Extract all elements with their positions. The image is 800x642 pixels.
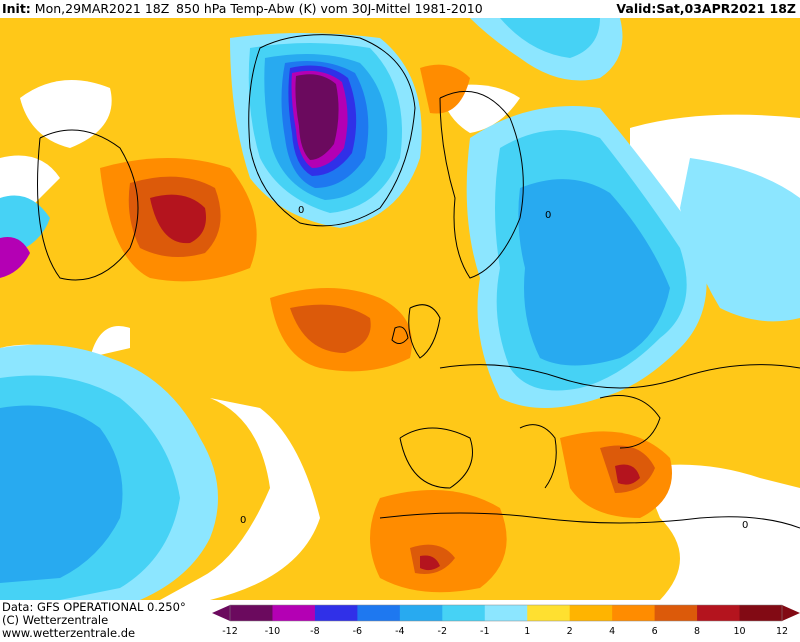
scandinavia-coast [439,90,524,279]
legend-tick-label: 4 [609,626,616,637]
valid-value: Sat,03APR2021 18Z [656,1,796,16]
valid-time: Valid:Sat,03APR2021 18Z [616,0,796,18]
temperature-anomaly-map: 0 0 0 0 [0,18,800,600]
anomaly-region-plus6-africa-west [370,490,507,593]
legend-tick-label: 12 [775,626,789,637]
europe-coast [439,364,800,389]
africa-coast [379,512,800,529]
legend-tick-label: 2 [566,626,573,637]
legend-swatch [442,605,486,621]
chart-footer: Data: GFS OPERATIONAL 0.250° (C) Wetterz… [0,600,800,642]
anomaly-region-plus8-atlantic [290,304,371,353]
legend-arrow-left [212,605,230,621]
legend-colorbar [212,604,800,622]
anomaly-region-neutral-1 [20,80,112,148]
anomaly-region-minus4-europe [518,179,670,366]
anomaly-region-neutral-6 [640,464,800,600]
legend-tick-label: -8 [310,626,320,637]
anomaly-region-plus6-north [420,64,470,114]
legend-swatch [399,605,443,621]
legend-tick-label: -2 [437,626,448,637]
anomaly-region-plus10-africa [615,464,640,485]
legend-swatch [527,605,571,621]
legend-swatch [654,605,698,621]
legend-tick-label: 10 [733,626,746,637]
legend-tick-label: 6 [651,626,658,637]
chart-header: Init: Mon,29MAR2021 18Z 850 hPa Temp-Abw… [0,0,800,18]
anomaly-field: 0 0 0 0 [0,18,800,600]
contour-label-east: 0 [742,520,748,531]
legend-outline [229,604,783,622]
legend-tick-label: -1 [480,626,490,637]
legend-tick-label: -12 [222,626,238,637]
contour-label-scandinavia: 0 [545,210,551,221]
balkans-coast [599,395,661,449]
anomaly-region-neutral-3 [160,398,320,600]
data-source: Data: GFS OPERATIONAL 0.250° [2,600,186,614]
init-value: Mon,29MAR2021 18Z [34,1,170,16]
anomaly-region-plus10-labrador [150,194,206,244]
anomaly-region-minus4-atlantic [0,405,123,583]
legend-swatch [739,605,783,621]
anomaly-region-minus10-west [0,237,30,278]
anomaly-region-minus1-east [680,158,800,322]
legend-tick-label: -10 [264,626,281,637]
legend-tick-label: 8 [694,626,701,637]
contour-label-greenland: 0 [298,205,304,216]
init-label: Init: [2,1,31,16]
color-legend: -12 -10 -8 -6 -4 -2 -1 1 2 4 6 8 10 12 [212,602,800,642]
legend-arrow-right [782,605,800,621]
chart-title: 850 hPa Temp-Abw (K) vom 30J-Mittel 1981… [176,1,483,16]
legend-tick-label: -4 [395,626,405,637]
iberia-coast [399,427,473,489]
ireland-coast [391,326,409,344]
canada-coast [37,129,139,281]
legend-tick-labels: -12 -10 -8 -6 -4 -2 -1 1 2 4 6 8 10 12 [212,626,800,640]
britain-coast [408,304,441,359]
legend-swatch [569,605,613,621]
contour-label-atlantic: 0 [240,515,246,526]
legend-tick-label: -6 [352,626,363,637]
greenland-coast [248,34,416,227]
valid-label: Valid: [616,1,657,16]
init-time: Init: Mon,29MAR2021 18Z [2,0,169,18]
legend-swatch [272,605,316,621]
credits: Data: GFS OPERATIONAL 0.250° (C) Wetterz… [2,601,186,640]
legend-swatch [697,605,741,621]
coastlines [37,34,800,529]
anomaly-region-plus10-africa-west [420,555,440,571]
anomaly-region-minus12-greenland [295,74,339,160]
italy-coast [519,424,557,489]
website-url: www.wetterzentrale.de [2,626,136,640]
legend-swatch [314,605,358,621]
legend-swatch [612,605,656,621]
anomaly-region-minus2-north [500,18,600,58]
legend-tick-label: 1 [524,626,531,637]
legend-swatch [357,605,401,621]
legend-swatch [230,605,273,621]
copyright: (C) Wetterzentrale [2,613,109,627]
legend-swatch [484,605,528,621]
